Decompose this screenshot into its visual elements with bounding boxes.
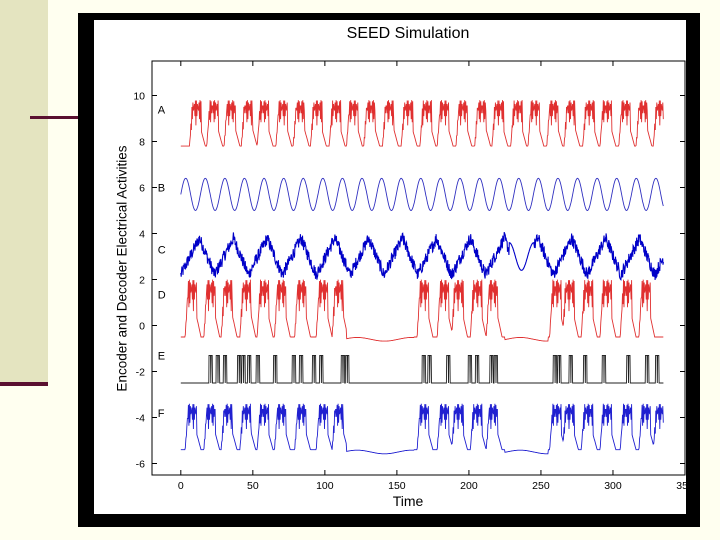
y-tick-label: 4 — [139, 229, 145, 241]
chart-title: SEED Simulation — [346, 25, 470, 42]
series-line-e — [180, 354, 664, 384]
x-tick-label: 150 — [388, 480, 406, 492]
y-tick-label: 2 — [139, 275, 145, 287]
series-line-c — [180, 232, 664, 281]
series-label-f: F — [158, 408, 165, 420]
x-tick-label: 100 — [316, 480, 334, 492]
y-tick-label: 6 — [139, 183, 145, 195]
x-tick-label: 200 — [460, 480, 478, 492]
x-axis-label: Time — [392, 493, 424, 509]
series-line-a — [180, 100, 664, 147]
series-line-b — [180, 177, 664, 212]
chart-plot: 0 50 100 150 200 250 300 350 -6 -4 -2 0 2 4 6 8 10 A B C D E F — [133, 60, 686, 492]
y-tick-label: -6 — [136, 459, 145, 471]
y-axis-label: Encoder and Decoder Electrical Activitie… — [114, 145, 130, 392]
series-label-b: B — [158, 183, 165, 195]
x-tick-label: 250 — [532, 480, 550, 492]
y-tick-label: 8 — [139, 137, 145, 149]
series-label-c: C — [158, 245, 166, 257]
series-line-d — [180, 279, 664, 342]
x-tick-label: 350 — [676, 480, 686, 492]
x-tick-label: 0 — [178, 480, 184, 492]
series-label-e: E — [158, 350, 165, 362]
slide-left-band — [0, 0, 48, 385]
y-tick-label: -2 — [136, 367, 145, 379]
y-tick-label: 0 — [139, 321, 145, 333]
y-tick-label: -4 — [136, 413, 145, 425]
x-tick-label: 300 — [604, 480, 622, 492]
series-line-f — [180, 403, 664, 455]
x-tick-label: 50 — [247, 480, 259, 492]
slide-accent-rule-bottom — [0, 382, 48, 386]
series-label-a: A — [158, 104, 166, 116]
series-label-d: D — [158, 289, 166, 301]
axes-box — [151, 60, 686, 476]
y-tick-label: 10 — [133, 91, 145, 103]
slide-accent-rule-top — [30, 116, 80, 119]
